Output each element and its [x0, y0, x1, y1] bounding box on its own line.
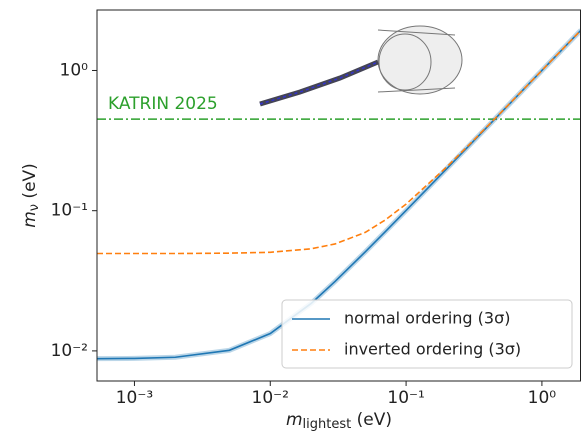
- legend-label: normal ordering (3σ): [344, 309, 510, 328]
- series-line: [97, 30, 581, 253]
- reference-label: KATRIN 2025: [108, 94, 218, 114]
- y-tick-label: 10⁰: [60, 60, 89, 80]
- apparatus-illustration: [260, 26, 462, 104]
- y-tick-label: 10⁻²: [51, 341, 88, 361]
- x-tick-label: 10⁻²: [252, 388, 289, 408]
- x-tick-label: 10⁰: [528, 388, 557, 408]
- xlabel: mlightest (eV): [286, 410, 392, 432]
- ylabel: mν (eV): [20, 163, 42, 228]
- chart: 10⁻³10⁻²10⁻¹10⁰10⁻²10⁻¹10⁰mlightest (eV)…: [0, 0, 581, 433]
- xlabel-symbol: m: [286, 410, 303, 430]
- ylabel-subscript: ν: [27, 204, 42, 211]
- xlabel-unit: (eV): [357, 410, 392, 430]
- ylabel-symbol: m: [20, 211, 40, 228]
- legend-label: inverted ordering (3σ): [344, 340, 521, 359]
- legend: normal ordering (3σ) inverted ordering (3…: [282, 300, 572, 368]
- x-tick-label: 10⁻³: [116, 388, 153, 408]
- xlabel-subscript: lightest: [303, 417, 352, 432]
- x-tick-label: 10⁻¹: [387, 388, 424, 408]
- y-tick-label: 10⁻¹: [51, 201, 88, 221]
- ylabel-unit: (eV): [20, 163, 40, 198]
